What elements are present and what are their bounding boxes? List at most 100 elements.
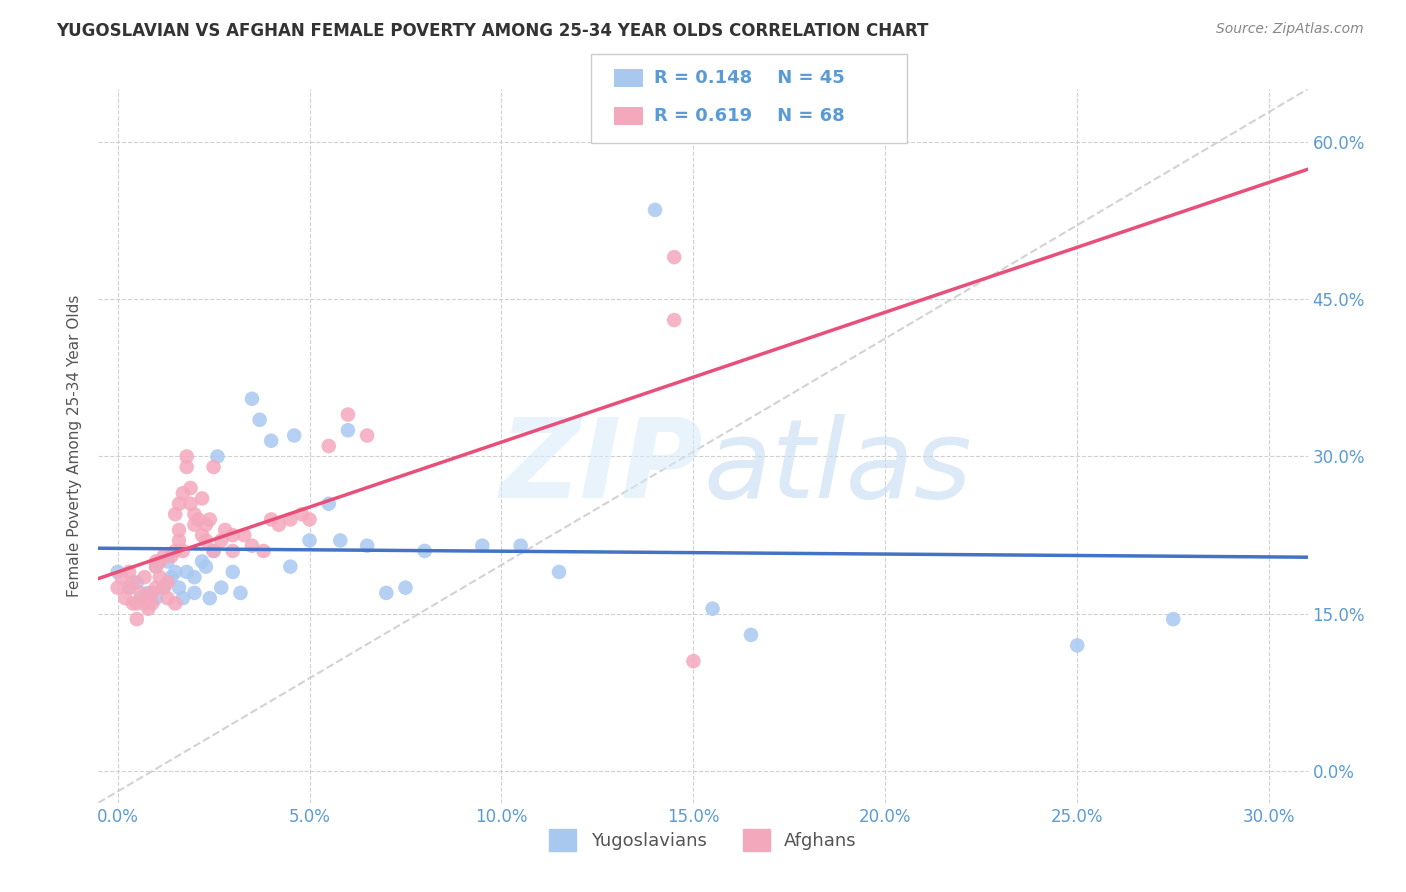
Point: [176, 450, 198, 464]
Point: [283, 428, 305, 442]
Point: [194, 559, 217, 574]
Point: [183, 507, 205, 521]
Point: [145, 554, 167, 568]
Point: [394, 581, 416, 595]
Point: [682, 654, 704, 668]
Point: [194, 517, 217, 532]
Legend: Yugoslavians, Afghans: Yugoslavians, Afghans: [541, 822, 865, 858]
Point: [125, 596, 148, 610]
Point: [191, 554, 214, 568]
Point: [202, 460, 225, 475]
Point: [107, 565, 129, 579]
Point: [202, 544, 225, 558]
Point: [298, 533, 321, 548]
Point: [145, 559, 167, 574]
Point: [209, 533, 232, 548]
Text: atlas: atlas: [703, 414, 972, 521]
Point: [209, 581, 232, 595]
Point: [172, 544, 194, 558]
Point: [125, 575, 148, 590]
Point: [198, 512, 221, 526]
Point: [229, 586, 252, 600]
Point: [165, 507, 187, 521]
Point: [165, 565, 187, 579]
Point: [207, 450, 229, 464]
Point: [198, 591, 221, 606]
Point: [233, 528, 256, 542]
Point: [152, 581, 174, 595]
Point: [252, 544, 274, 558]
Point: [129, 586, 152, 600]
Point: [191, 491, 214, 506]
Point: [740, 628, 762, 642]
Point: [118, 565, 141, 579]
Point: [336, 408, 359, 422]
Point: [191, 528, 214, 542]
Point: [114, 591, 136, 606]
Text: ZIP: ZIP: [499, 414, 703, 521]
Point: [160, 570, 183, 584]
Point: [1161, 612, 1184, 626]
Point: [110, 570, 132, 584]
Point: [136, 586, 159, 600]
Point: [172, 486, 194, 500]
Point: [318, 497, 340, 511]
Point: [240, 539, 263, 553]
Point: [548, 565, 571, 579]
Point: [318, 439, 340, 453]
Point: [165, 596, 187, 610]
Point: [356, 539, 378, 553]
Point: [118, 581, 141, 595]
Point: [145, 559, 167, 574]
Text: R = 0.148    N = 45: R = 0.148 N = 45: [654, 69, 845, 87]
Point: [129, 591, 152, 606]
Point: [160, 549, 183, 564]
Point: [471, 539, 494, 553]
Point: [183, 517, 205, 532]
Point: [202, 544, 225, 558]
Point: [180, 481, 202, 495]
Point: [156, 591, 179, 606]
Point: [280, 559, 302, 574]
Point: [118, 581, 141, 595]
Point: [702, 601, 724, 615]
Point: [298, 512, 321, 526]
Point: [664, 250, 686, 264]
Point: [167, 581, 190, 595]
Point: [167, 523, 190, 537]
Point: [176, 565, 198, 579]
Point: [644, 202, 666, 217]
Point: [141, 596, 163, 610]
Point: [141, 586, 163, 600]
Point: [222, 528, 245, 542]
Point: [134, 596, 156, 610]
Y-axis label: Female Poverty Among 25-34 Year Olds: Female Poverty Among 25-34 Year Olds: [67, 295, 83, 597]
Point: [240, 392, 263, 406]
Point: [187, 512, 209, 526]
Point: [291, 507, 314, 521]
Point: [356, 428, 378, 442]
Point: [249, 413, 271, 427]
Point: [122, 575, 145, 590]
Point: [180, 497, 202, 511]
Point: [260, 512, 283, 526]
Point: [167, 533, 190, 548]
Point: [145, 591, 167, 606]
Point: [125, 612, 148, 626]
Point: [222, 544, 245, 558]
Point: [413, 544, 436, 558]
Text: Source: ZipAtlas.com: Source: ZipAtlas.com: [1216, 22, 1364, 37]
Point: [222, 565, 245, 579]
Point: [165, 544, 187, 558]
Point: [167, 497, 190, 511]
Point: [149, 554, 172, 568]
Text: YUGOSLAVIAN VS AFGHAN FEMALE POVERTY AMONG 25-34 YEAR OLDS CORRELATION CHART: YUGOSLAVIAN VS AFGHAN FEMALE POVERTY AMO…: [56, 22, 928, 40]
Point: [664, 313, 686, 327]
Point: [152, 581, 174, 595]
Point: [214, 523, 236, 537]
Point: [156, 575, 179, 590]
Point: [152, 549, 174, 564]
Point: [194, 533, 217, 548]
Point: [183, 586, 205, 600]
Point: [1066, 639, 1088, 653]
